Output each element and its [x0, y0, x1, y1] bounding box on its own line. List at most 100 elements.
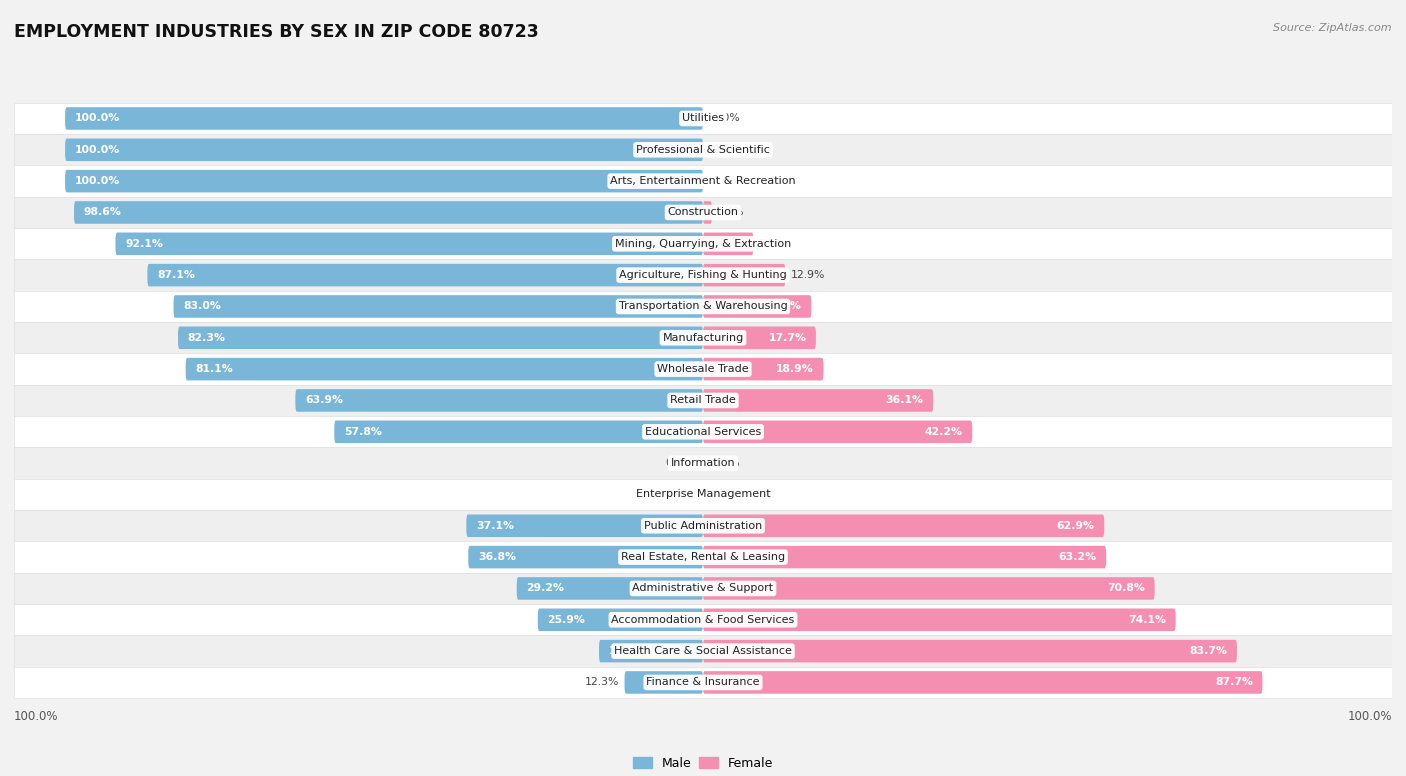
FancyBboxPatch shape — [173, 295, 703, 317]
Text: Retail Trade: Retail Trade — [671, 396, 735, 405]
Text: Health Care & Social Assistance: Health Care & Social Assistance — [614, 646, 792, 656]
FancyBboxPatch shape — [14, 134, 1392, 165]
FancyBboxPatch shape — [14, 197, 1392, 228]
Text: Utilities: Utilities — [682, 113, 724, 123]
FancyBboxPatch shape — [703, 640, 1237, 663]
FancyBboxPatch shape — [703, 577, 1154, 600]
FancyBboxPatch shape — [14, 322, 1392, 353]
FancyBboxPatch shape — [148, 264, 703, 286]
Text: 63.9%: 63.9% — [305, 396, 343, 405]
Text: Public Administration: Public Administration — [644, 521, 762, 531]
Text: 36.8%: 36.8% — [478, 552, 516, 562]
FancyBboxPatch shape — [14, 165, 1392, 197]
Text: 0.0%: 0.0% — [713, 145, 741, 154]
FancyBboxPatch shape — [14, 385, 1392, 416]
FancyBboxPatch shape — [703, 201, 711, 223]
Text: 100.0%: 100.0% — [75, 176, 120, 186]
FancyBboxPatch shape — [468, 546, 703, 568]
FancyBboxPatch shape — [335, 421, 703, 443]
Text: 87.7%: 87.7% — [1215, 677, 1253, 688]
Text: Professional & Scientific: Professional & Scientific — [636, 145, 770, 154]
Text: Arts, Entertainment & Recreation: Arts, Entertainment & Recreation — [610, 176, 796, 186]
Text: 100.0%: 100.0% — [75, 145, 120, 154]
FancyBboxPatch shape — [65, 139, 703, 161]
FancyBboxPatch shape — [14, 102, 1392, 134]
Text: Manufacturing: Manufacturing — [662, 333, 744, 343]
Text: Mining, Quarrying, & Extraction: Mining, Quarrying, & Extraction — [614, 239, 792, 249]
FancyBboxPatch shape — [537, 608, 703, 631]
Text: 0.0%: 0.0% — [665, 458, 693, 468]
FancyBboxPatch shape — [14, 667, 1392, 698]
FancyBboxPatch shape — [115, 233, 703, 255]
Text: 62.9%: 62.9% — [1057, 521, 1095, 531]
FancyBboxPatch shape — [703, 233, 754, 255]
FancyBboxPatch shape — [703, 608, 1175, 631]
Text: 17.0%: 17.0% — [763, 301, 801, 311]
Text: 70.8%: 70.8% — [1107, 584, 1144, 594]
FancyBboxPatch shape — [14, 291, 1392, 322]
FancyBboxPatch shape — [703, 358, 824, 380]
FancyBboxPatch shape — [703, 421, 972, 443]
Text: Administrative & Support: Administrative & Support — [633, 584, 773, 594]
Text: 100.0%: 100.0% — [1347, 710, 1392, 723]
FancyBboxPatch shape — [75, 201, 703, 223]
Text: 0.0%: 0.0% — [665, 490, 693, 500]
Text: 16.3%: 16.3% — [609, 646, 647, 656]
FancyBboxPatch shape — [703, 546, 1107, 568]
Text: Wholesale Trade: Wholesale Trade — [657, 364, 749, 374]
FancyBboxPatch shape — [14, 228, 1392, 259]
Text: 82.3%: 82.3% — [187, 333, 225, 343]
FancyBboxPatch shape — [467, 514, 703, 537]
Text: 18.9%: 18.9% — [776, 364, 814, 374]
Text: 17.7%: 17.7% — [768, 333, 807, 343]
Text: Educational Services: Educational Services — [645, 427, 761, 437]
Text: 7.9%: 7.9% — [758, 239, 786, 249]
FancyBboxPatch shape — [186, 358, 703, 380]
Text: Real Estate, Rental & Leasing: Real Estate, Rental & Leasing — [621, 552, 785, 562]
FancyBboxPatch shape — [65, 170, 703, 192]
FancyBboxPatch shape — [14, 604, 1392, 636]
FancyBboxPatch shape — [65, 107, 703, 130]
Legend: Male, Female: Male, Female — [633, 757, 773, 770]
FancyBboxPatch shape — [703, 264, 786, 286]
Text: Accommodation & Food Services: Accommodation & Food Services — [612, 615, 794, 625]
Text: 74.1%: 74.1% — [1128, 615, 1166, 625]
Text: 63.2%: 63.2% — [1059, 552, 1097, 562]
FancyBboxPatch shape — [14, 259, 1392, 291]
Text: 37.1%: 37.1% — [475, 521, 515, 531]
FancyBboxPatch shape — [703, 327, 815, 349]
FancyBboxPatch shape — [703, 671, 1263, 694]
Text: 0.0%: 0.0% — [713, 490, 741, 500]
FancyBboxPatch shape — [703, 295, 811, 317]
FancyBboxPatch shape — [179, 327, 703, 349]
Text: 0.0%: 0.0% — [713, 458, 741, 468]
Text: 98.6%: 98.6% — [83, 207, 121, 217]
FancyBboxPatch shape — [703, 514, 1104, 537]
Text: 12.9%: 12.9% — [790, 270, 825, 280]
FancyBboxPatch shape — [703, 390, 934, 412]
FancyBboxPatch shape — [14, 353, 1392, 385]
Text: 83.7%: 83.7% — [1189, 646, 1227, 656]
FancyBboxPatch shape — [14, 416, 1392, 448]
Text: Finance & Insurance: Finance & Insurance — [647, 677, 759, 688]
Text: Agriculture, Fishing & Hunting: Agriculture, Fishing & Hunting — [619, 270, 787, 280]
FancyBboxPatch shape — [14, 636, 1392, 667]
Text: 100.0%: 100.0% — [14, 710, 59, 723]
FancyBboxPatch shape — [14, 479, 1392, 510]
FancyBboxPatch shape — [295, 390, 703, 412]
FancyBboxPatch shape — [624, 671, 703, 694]
Text: 92.1%: 92.1% — [125, 239, 163, 249]
Text: 0.0%: 0.0% — [713, 113, 741, 123]
FancyBboxPatch shape — [14, 448, 1392, 479]
Text: 29.2%: 29.2% — [526, 584, 564, 594]
Text: EMPLOYMENT INDUSTRIES BY SEX IN ZIP CODE 80723: EMPLOYMENT INDUSTRIES BY SEX IN ZIP CODE… — [14, 23, 538, 41]
FancyBboxPatch shape — [599, 640, 703, 663]
FancyBboxPatch shape — [14, 510, 1392, 542]
Text: 12.3%: 12.3% — [585, 677, 620, 688]
Text: Construction: Construction — [668, 207, 738, 217]
FancyBboxPatch shape — [14, 573, 1392, 604]
Text: 81.1%: 81.1% — [195, 364, 233, 374]
Text: 42.2%: 42.2% — [925, 427, 963, 437]
Text: 83.0%: 83.0% — [183, 301, 221, 311]
Text: Information: Information — [671, 458, 735, 468]
